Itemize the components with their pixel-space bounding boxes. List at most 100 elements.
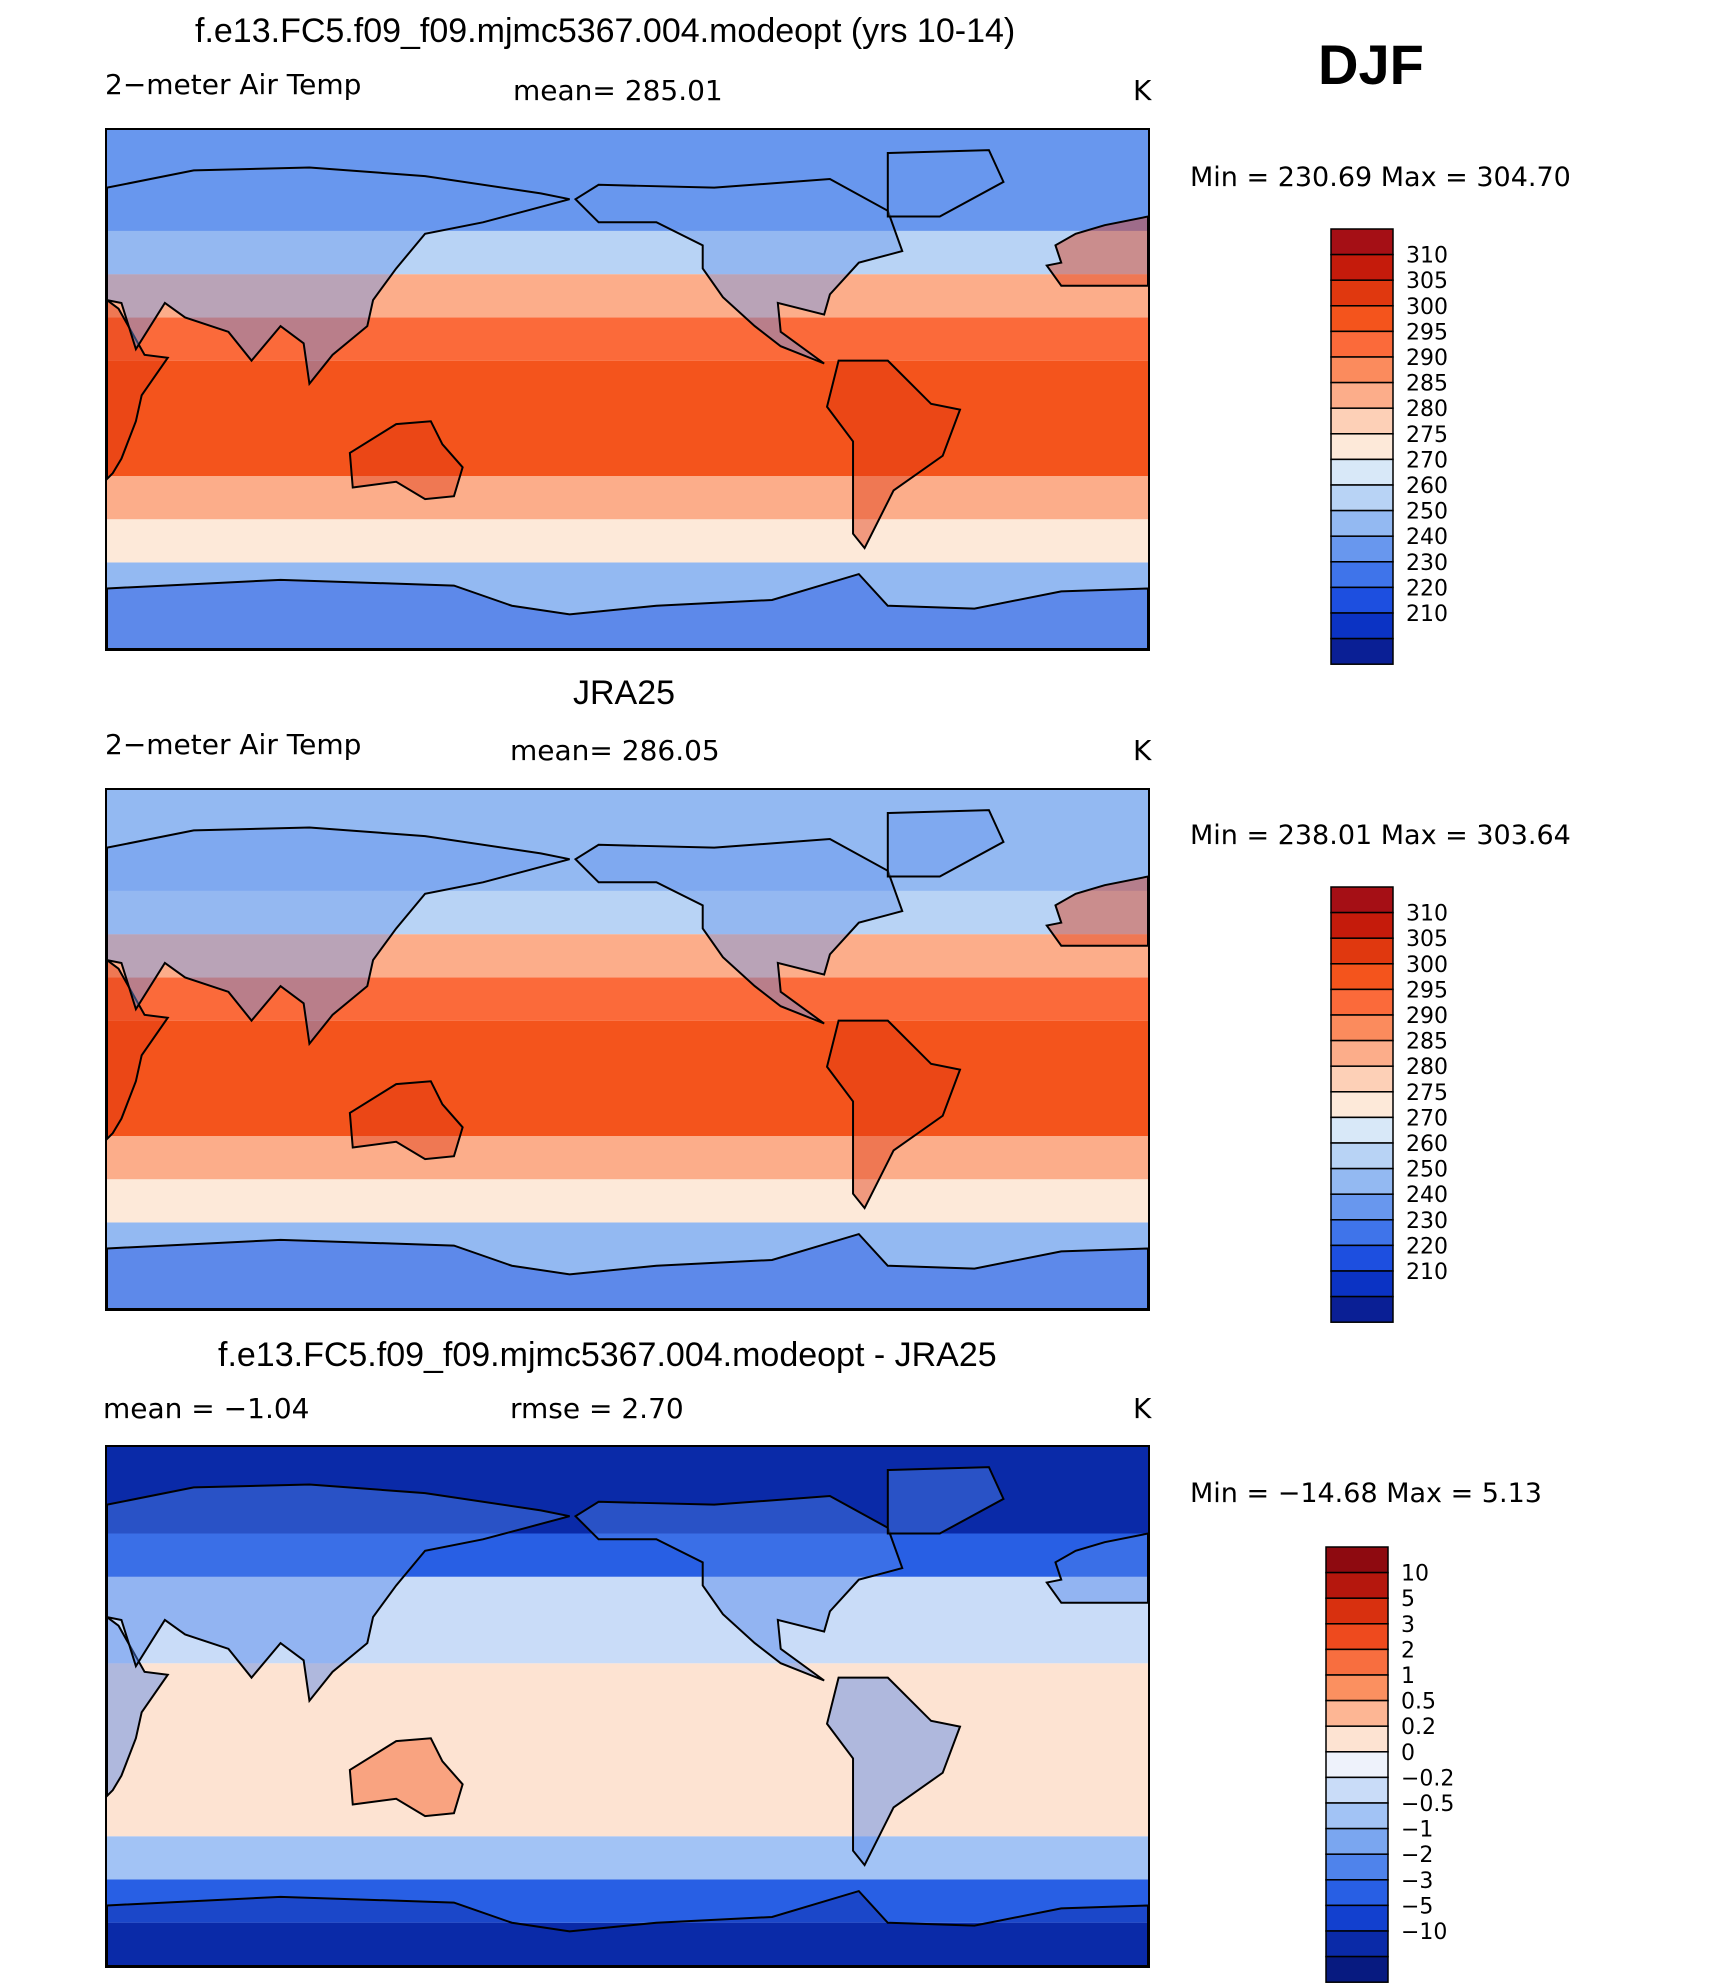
zonal-band: [107, 1836, 1148, 1880]
colorbar-tick-label: −2: [1401, 1843, 1433, 1868]
colorbar-swatch: [1325, 1725, 1389, 1753]
colorbar-tick-label: 305: [1406, 269, 1448, 294]
colorbar-swatch: [1330, 1219, 1394, 1247]
colorbar-tick-label: 280: [1406, 397, 1448, 422]
colorbar-tick-label: 270: [1406, 448, 1448, 473]
land-shade-antarctica: [107, 1234, 1148, 1309]
panel-1-colorbar: 310 305 300 295 290 285 280 275 270 260 250 240 230 2…: [1330, 228, 1480, 667]
colorbar-tick-label: 295: [1406, 978, 1448, 1003]
colorbar-swatch: [1330, 1014, 1394, 1042]
land-shade-westEurope: [1046, 876, 1148, 946]
colorbar-tick-label: −10: [1401, 1920, 1447, 1945]
panel-3-colorbar: 10 5 3 2 1 0.5 0.2 0 −0.2 −0.5 −1 −2 −3 −5 −10: [1325, 1546, 1475, 1985]
zonal-band: [107, 230, 1148, 275]
zonal-band: [107, 890, 1148, 935]
coastline-eurasia: [107, 1483, 570, 1704]
panel-1-units: K: [1133, 74, 1152, 107]
colorbar-swatch: [1325, 1930, 1389, 1958]
colorbar-tick-label: 295: [1406, 320, 1448, 345]
colorbar-tick-label: 230: [1406, 1209, 1448, 1234]
panel-1-variable-label: 2−meter Air Temp: [105, 68, 362, 101]
land-shade-antarctica: [107, 574, 1148, 649]
zonal-band: [107, 519, 1148, 563]
colorbar-swatch: [1330, 911, 1394, 939]
zonal-band: [107, 1179, 1148, 1223]
colorbar-swatch: [1330, 407, 1394, 435]
colorbar-tick-label: 240: [1406, 525, 1448, 550]
colorbar-tick-label: 250: [1406, 500, 1448, 525]
land-shade-southAmerica: [827, 1020, 961, 1209]
coastline-westEurope: [1045, 875, 1148, 947]
land-shade-australia: [349, 1738, 463, 1817]
coastline-australia: [348, 1080, 464, 1161]
colorbar-tick-label: 300: [1406, 295, 1448, 320]
colorbar-tick-label: 275: [1406, 1081, 1448, 1106]
colorbar-swatch: [1325, 1571, 1389, 1599]
zonal-band: [107, 977, 1148, 1021]
panel-1-mean-label: mean= 285.01: [513, 74, 723, 107]
zonal-band: [107, 1663, 1148, 1837]
zonal-band: [107, 790, 1148, 891]
colorbar-swatch: [1330, 228, 1394, 256]
panel-2-units: K: [1133, 734, 1152, 767]
panel-1-minmax: Min = 230.69 Max = 304.70: [1190, 162, 1571, 193]
panel-3-minmax: Min = −14.68 Max = 5.13: [1190, 1478, 1542, 1509]
coastline-africa: [107, 1615, 170, 1798]
colorbar-tick-label: −0.2: [1401, 1766, 1454, 1791]
coastline-australia: [348, 420, 464, 501]
coastline-greenland: [886, 1466, 1005, 1535]
colorbar-swatch: [1330, 433, 1394, 461]
colorbar-tick-label: 210: [1406, 602, 1448, 627]
colorbar-tick-label: 305: [1406, 927, 1448, 952]
colorbar-tick-label: 285: [1406, 1030, 1448, 1055]
colorbar-swatch: [1325, 1674, 1389, 1702]
colorbar-swatch: [1330, 1295, 1394, 1323]
land-shade-southAmerica: [827, 1677, 961, 1866]
zonal-band: [107, 1922, 1148, 1966]
colorbar-swatch: [1330, 305, 1394, 333]
panel-2-map-svg: [107, 790, 1148, 1309]
colorbar-swatch: [1330, 1065, 1394, 1093]
colorbar-tick-label: −3: [1401, 1869, 1433, 1894]
zonal-band: [107, 1447, 1148, 1534]
colorbar-swatch: [1325, 1648, 1389, 1676]
colorbar-swatch: [1330, 1244, 1394, 1272]
colorbar-tick-label: −0.5: [1401, 1792, 1454, 1817]
panel-3-rmse-label: rmse = 2.70: [510, 1392, 684, 1425]
colorbar-swatch: [1330, 937, 1394, 965]
colorbar-tick-label: 260: [1406, 1132, 1448, 1157]
colorbar-swatch: [1325, 1904, 1389, 1932]
colorbar-swatch: [1330, 253, 1394, 281]
zonal-band: [107, 476, 1148, 520]
coastline-antarctica: [107, 1232, 1148, 1309]
land-shade-africa: [107, 960, 168, 1139]
land-shade-westEurope: [1046, 216, 1148, 286]
colorbar-tick-label: −1: [1401, 1818, 1433, 1843]
colorbar-swatch: [1330, 1039, 1394, 1067]
colorbar-swatch: [1330, 484, 1394, 512]
colorbar-svg: 3103053002952902852802752702602502402302…: [1330, 228, 1448, 665]
zonal-band: [107, 934, 1148, 978]
coastline-antarctica: [107, 572, 1148, 649]
colorbar-svg: 3103053002952902852802752702602502402302…: [1330, 886, 1448, 1323]
panel-2-title: JRA25: [573, 674, 676, 712]
coastline-northAmerica: [573, 838, 904, 1025]
colorbar-swatch: [1330, 612, 1394, 640]
coastline-westEurope: [1045, 1532, 1148, 1604]
panel-2-minmax: Min = 238.01 Max = 303.64: [1190, 820, 1571, 851]
colorbar-swatch: [1325, 1597, 1389, 1625]
zonal-band: [107, 562, 1148, 649]
colorbar-tick-label: −5: [1401, 1894, 1433, 1919]
coastline-africa: [107, 958, 170, 1141]
panel-1-map: [105, 128, 1150, 651]
land-shade-northAmerica: [575, 839, 903, 1024]
colorbar-swatch: [1330, 1167, 1394, 1195]
coastline-northAmerica: [573, 1495, 904, 1682]
colorbar-swatch: [1330, 535, 1394, 563]
land-shade-southAmerica: [827, 360, 961, 549]
colorbar-tick-label: 0.2: [1401, 1715, 1436, 1740]
land-shade-westEurope: [1046, 1533, 1148, 1603]
colorbar-swatch: [1330, 509, 1394, 537]
colorbar-swatch: [1325, 1546, 1389, 1574]
